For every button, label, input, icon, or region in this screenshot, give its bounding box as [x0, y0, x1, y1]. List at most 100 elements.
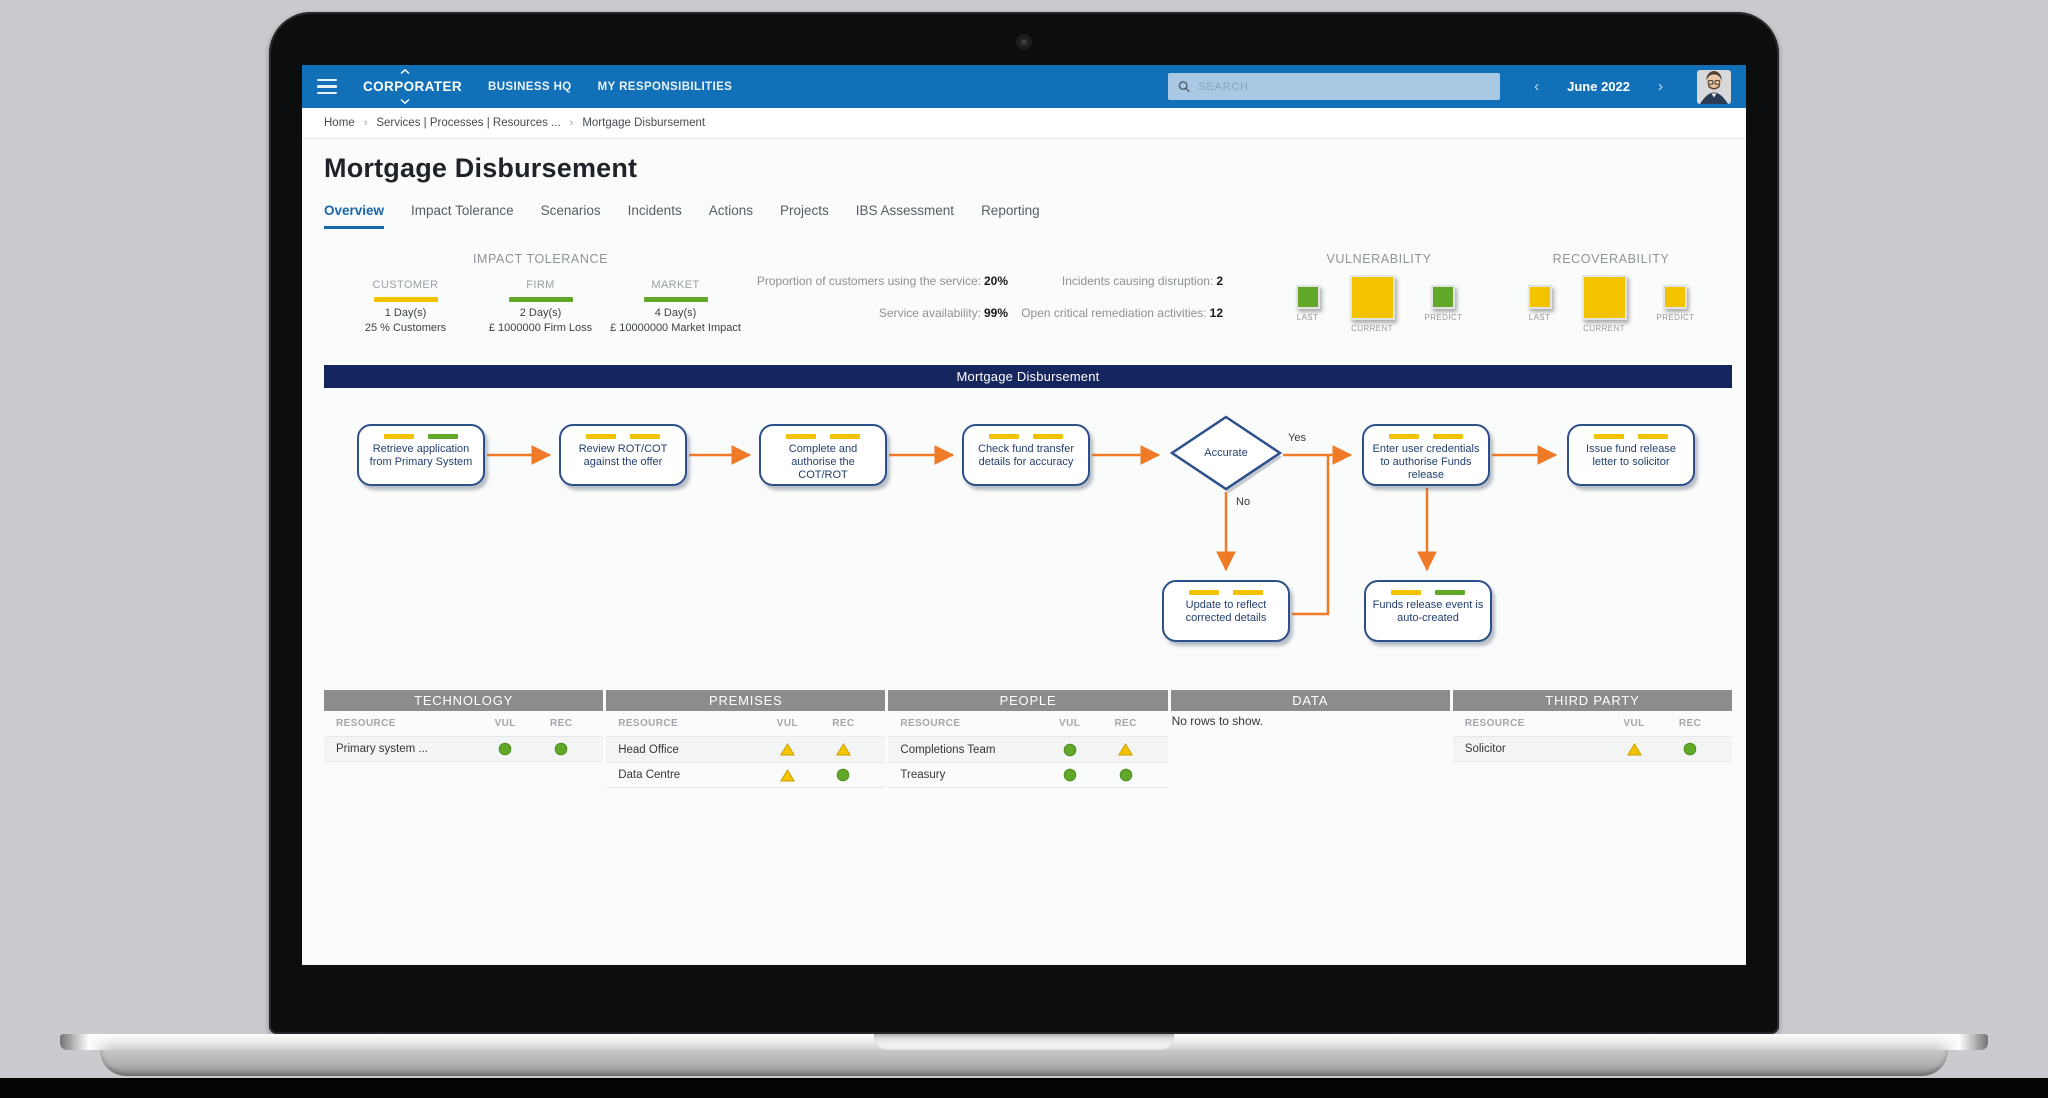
nav-item-business-hq[interactable]: BUSINESS HQ: [488, 80, 572, 93]
brand-logo[interactable]: CORPORATER: [363, 69, 463, 104]
table-title: TECHNOLOGY: [324, 690, 604, 711]
recoverability-last[interactable]: LAST: [1527, 275, 1552, 322]
table-row[interactable]: Completions Team: [888, 736, 1168, 762]
tab-scenarios[interactable]: Scenarios: [540, 203, 601, 218]
table-row[interactable]: Primary system ...: [324, 736, 604, 762]
nav-item-my-responsibilities[interactable]: MY RESPONSIBILITIES: [597, 80, 733, 93]
tab-actions[interactable]: Actions: [708, 203, 753, 218]
node-status-bars: [1366, 590, 1490, 595]
resource-table-people: PEOPLE RESOURCE VUL REC Completions Team…: [888, 690, 1168, 788]
tab-projects[interactable]: Projects: [779, 203, 829, 218]
rec-status-icon: [533, 742, 589, 756]
vulnerability-title: VULNERABILITY: [1326, 252, 1432, 266]
table-title: PREMISES: [606, 690, 886, 711]
rec-status-icon: [1662, 742, 1718, 756]
impact-tolerance-customer: CUSTOMER 1 Day(s) 25 % Customers: [364, 279, 447, 334]
table-row[interactable]: Data Centre: [606, 762, 886, 788]
table-row[interactable]: Treasury: [888, 762, 1168, 788]
flow-node-check-fund-transfer[interactable]: Check fund transfer details for accuracy: [962, 424, 1090, 486]
tab-bar: Overview Impact Tolerance Scenarios Inci…: [324, 203, 1040, 229]
impact-tolerance-market: MARKET 4 Day(s) £ 10000000 Market Impact: [610, 279, 741, 334]
table-row[interactable]: Head Office: [606, 736, 886, 762]
brand-chevron-down-icon: [400, 99, 410, 104]
rec-status-icon: [1098, 743, 1154, 756]
brand-label: CORPORATER: [363, 79, 463, 94]
status-square: [1349, 275, 1395, 320]
vulnerability-current[interactable]: CURRENT: [1349, 275, 1395, 333]
background-strip: [0, 1078, 2048, 1098]
tab-ibs-assessment[interactable]: IBS Assessment: [855, 203, 955, 218]
flow-node-label: Review ROT/COT against the offer: [578, 443, 668, 468]
app-screen: CORPORATER BUSINESS HQ MY RESPONSIBILITI…: [302, 65, 1746, 965]
decision-no-label: No: [1236, 496, 1251, 508]
flow-node-enter-credentials[interactable]: Enter user credentials to authorise Fund…: [1362, 424, 1490, 486]
status-square: [1295, 285, 1320, 309]
status-square: [1663, 285, 1688, 309]
rec-status-icon: [815, 743, 871, 756]
stat-open-remediation: Open critical remediation activities: 12: [1021, 306, 1223, 320]
recoverability-current[interactable]: CURRENT: [1581, 275, 1627, 333]
stat-value: 12: [1209, 306, 1223, 320]
flow-node-issue-fund-release[interactable]: Issue fund release letter to solicitor: [1567, 424, 1695, 486]
node-status-bars: [561, 434, 685, 439]
stat-value: 2: [1216, 274, 1223, 288]
stat-customers-using-service: Proportion of customers using the servic…: [756, 274, 1008, 288]
stat-value: 20%: [983, 274, 1008, 288]
vulnerability-last[interactable]: LAST: [1295, 275, 1320, 322]
webcam-dot: [1016, 34, 1032, 50]
status-square: [1527, 285, 1552, 309]
vulnerability-predict[interactable]: PREDICT: [1425, 275, 1463, 322]
flow-node-label: Funds release event is auto-created: [1372, 599, 1484, 624]
flow-arrows: [487, 445, 1558, 616]
search-input[interactable]: [1198, 80, 1491, 93]
resource-table-data: DATA No rows to show.: [1170, 690, 1450, 788]
tab-incidents[interactable]: Incidents: [627, 203, 682, 218]
flow-node-review-rot-cot[interactable]: Review ROT/COT against the offer: [559, 424, 687, 486]
search-box[interactable]: [1168, 73, 1501, 100]
stat-value: 99%: [983, 306, 1008, 320]
customer-tolerance-bar: [373, 297, 438, 302]
recoverability-title: RECOVERABILITY: [1552, 252, 1670, 266]
tab-overview[interactable]: Overview: [324, 203, 385, 229]
period-prev-icon[interactable]: ‹: [1534, 78, 1540, 95]
impact-tolerance-title: IMPACT TOLERANCE: [472, 252, 609, 266]
table-title: PEOPLE: [888, 690, 1168, 711]
flow-node-label: Retrieve application from Primary System: [369, 443, 473, 468]
vul-status-icon: [1606, 742, 1662, 756]
table-column-headers: RESOURCE VUL REC: [1464, 718, 1702, 729]
table-column-headers: RESOURCE VUL REC: [618, 718, 855, 729]
breadcrumb-services[interactable]: Services | Processes | Resources ...: [376, 117, 561, 129]
breadcrumb-home[interactable]: Home: [324, 117, 355, 129]
flow-node-label: Enter user credentials to authorise Fund…: [1372, 443, 1480, 481]
decision-accurate[interactable]: Accurate: [1169, 415, 1283, 495]
recoverability-predict[interactable]: PREDICT: [1657, 275, 1695, 322]
period-label[interactable]: June 2022: [1567, 79, 1630, 94]
table-row[interactable]: Solicitor: [1452, 736, 1733, 762]
market-tolerance-bar: [643, 297, 708, 302]
flow-node-update-corrected-details[interactable]: Update to reflect corrected details: [1162, 580, 1290, 642]
process-banner: Mortgage Disbursement: [324, 365, 1732, 388]
breadcrumb-separator: ›: [363, 117, 368, 129]
period-next-icon[interactable]: ›: [1658, 78, 1663, 95]
menu-icon[interactable]: [317, 78, 337, 95]
laptop-base: [60, 1034, 1988, 1050]
vul-status-icon: [1042, 768, 1098, 782]
user-avatar[interactable]: [1697, 69, 1731, 104]
service-stats: Proportion of customers using the servic…: [757, 274, 1008, 338]
flow-node-complete-authorise[interactable]: Complete and authorise the COT/ROT: [759, 424, 887, 486]
breadcrumb: Home › Services | Processes | Resources …: [302, 108, 1746, 139]
process-flowchart: Retrieve application from Primary System…: [324, 388, 1732, 690]
tab-reporting[interactable]: Reporting: [981, 203, 1040, 218]
flow-node-retrieve-application[interactable]: Retrieve application from Primary System: [357, 424, 485, 486]
flow-node-label: Issue fund release letter to solicitor: [1586, 443, 1676, 468]
table-column-headers: RESOURCE VUL REC: [336, 718, 573, 729]
node-status-bars: [359, 434, 483, 439]
top-navbar: CORPORATER BUSINESS HQ MY RESPONSIBILITI…: [302, 65, 1746, 108]
tab-impact-tolerance[interactable]: Impact Tolerance: [411, 203, 514, 218]
recoverability-panel: RECOVERABILITY LAST CURRENT PREDICT: [1486, 252, 1736, 333]
rec-status-icon: [1098, 768, 1154, 782]
table-title: DATA: [1170, 690, 1450, 711]
node-status-bars: [1164, 590, 1288, 595]
flow-node-funds-release-event[interactable]: Funds release event is auto-created: [1364, 580, 1492, 642]
impact-tolerance-firm: FIRM 2 Day(s) £ 1000000 Firm Loss: [488, 279, 593, 334]
